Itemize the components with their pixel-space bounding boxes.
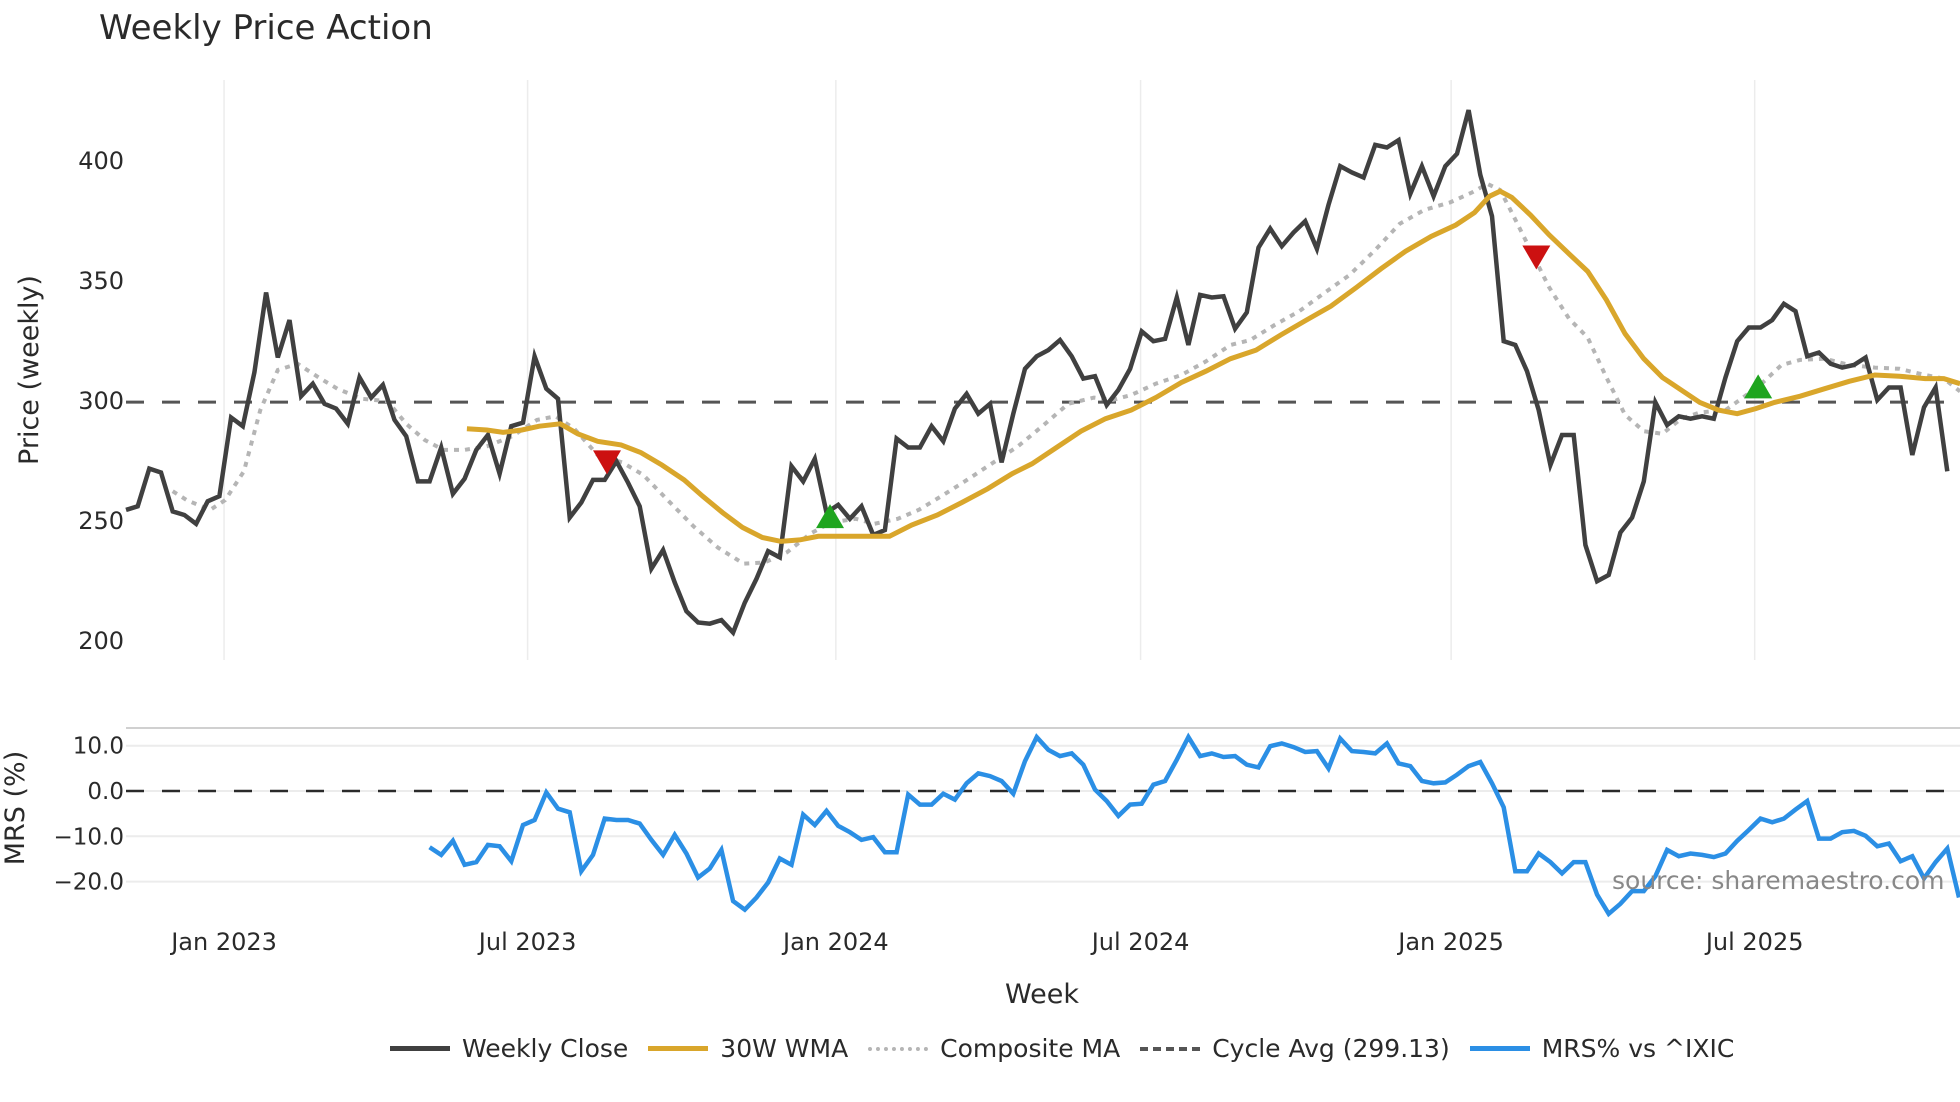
x-tick-label: Jul 2023	[477, 928, 577, 956]
legend-mrs[interactable]: MRS% vs ^IXIC	[1469, 1034, 1735, 1063]
y-tick-label: 200	[78, 627, 124, 655]
buy-signal-triangle-up-icon	[816, 504, 845, 529]
legend-label: Weekly Close	[462, 1034, 629, 1063]
legend-label: Cycle Avg (299.13)	[1212, 1034, 1450, 1063]
dotted-line-swatch-icon	[868, 1046, 929, 1051]
legend: Weekly Close 30W WMA Composite MA Cycle …	[390, 1034, 1754, 1063]
y-axis-label-price: Price (weekly)	[14, 275, 45, 465]
x-tick-label: Jul 2025	[1704, 928, 1804, 956]
x-tick-label: Jan 2024	[781, 928, 889, 956]
legend-weekly-close[interactable]: Weekly Close	[390, 1034, 628, 1063]
price-panel	[125, 109, 1960, 637]
x-tick-label: Jan 2023	[169, 928, 277, 956]
x-tick-label: Jul 2024	[1090, 928, 1190, 956]
mrs-panel	[126, 727, 1960, 918]
source-watermark: source: sharemaestro.com	[1612, 866, 1945, 895]
mrs-line	[428, 732, 1960, 918]
legend-label: 30W WMA	[720, 1034, 849, 1063]
sell-signal-triangle-down-icon	[593, 450, 622, 475]
solid-line-swatch-icon	[390, 1046, 450, 1051]
y-tick-label: 400	[78, 147, 124, 175]
weekly-close-line	[125, 109, 1950, 637]
mrs-y-tick-label: −20.0	[54, 870, 124, 896]
solid-line-swatch-icon	[648, 1046, 709, 1051]
legend-30w-wma[interactable]: 30W WMA	[648, 1034, 848, 1063]
buy-signal-triangle-up-icon	[1744, 374, 1773, 399]
axes: Jan 2023 Jul 2023 Jan 2024 Jul 2024 Jan 2025…	[0, 147, 1803, 1010]
y-axis-label-mrs: MRS (%)	[0, 751, 31, 866]
y-tick-label: 300	[78, 387, 124, 415]
legend-composite-ma[interactable]: Composite MA	[868, 1034, 1120, 1063]
sell-signal-triangle-down-icon	[1522, 245, 1551, 270]
solid-line-swatch-icon	[1469, 1046, 1530, 1051]
y-tick-label: 250	[78, 507, 124, 535]
x-axis-label: Week	[1005, 979, 1079, 1010]
wma-line	[466, 188, 1960, 544]
dashed-line-swatch-icon	[1140, 1046, 1201, 1051]
chart-title: Weekly Price Action	[99, 8, 433, 48]
mrs-y-tick-label: −10.0	[54, 824, 124, 850]
x-tick-label: Jan 2025	[1396, 928, 1504, 956]
y-tick-label: 350	[78, 267, 124, 295]
x-gridlines	[223, 80, 1756, 660]
legend-label: Composite MA	[940, 1034, 1121, 1063]
legend-cycle-avg[interactable]: Cycle Avg (299.13)	[1140, 1034, 1450, 1063]
composite-ma-line	[171, 181, 1960, 566]
mrs-y-tick-label: 0.0	[87, 779, 124, 805]
legend-label: MRS% vs ^IXIC	[1541, 1034, 1735, 1063]
mrs-y-tick-label: 10.0	[73, 734, 124, 760]
